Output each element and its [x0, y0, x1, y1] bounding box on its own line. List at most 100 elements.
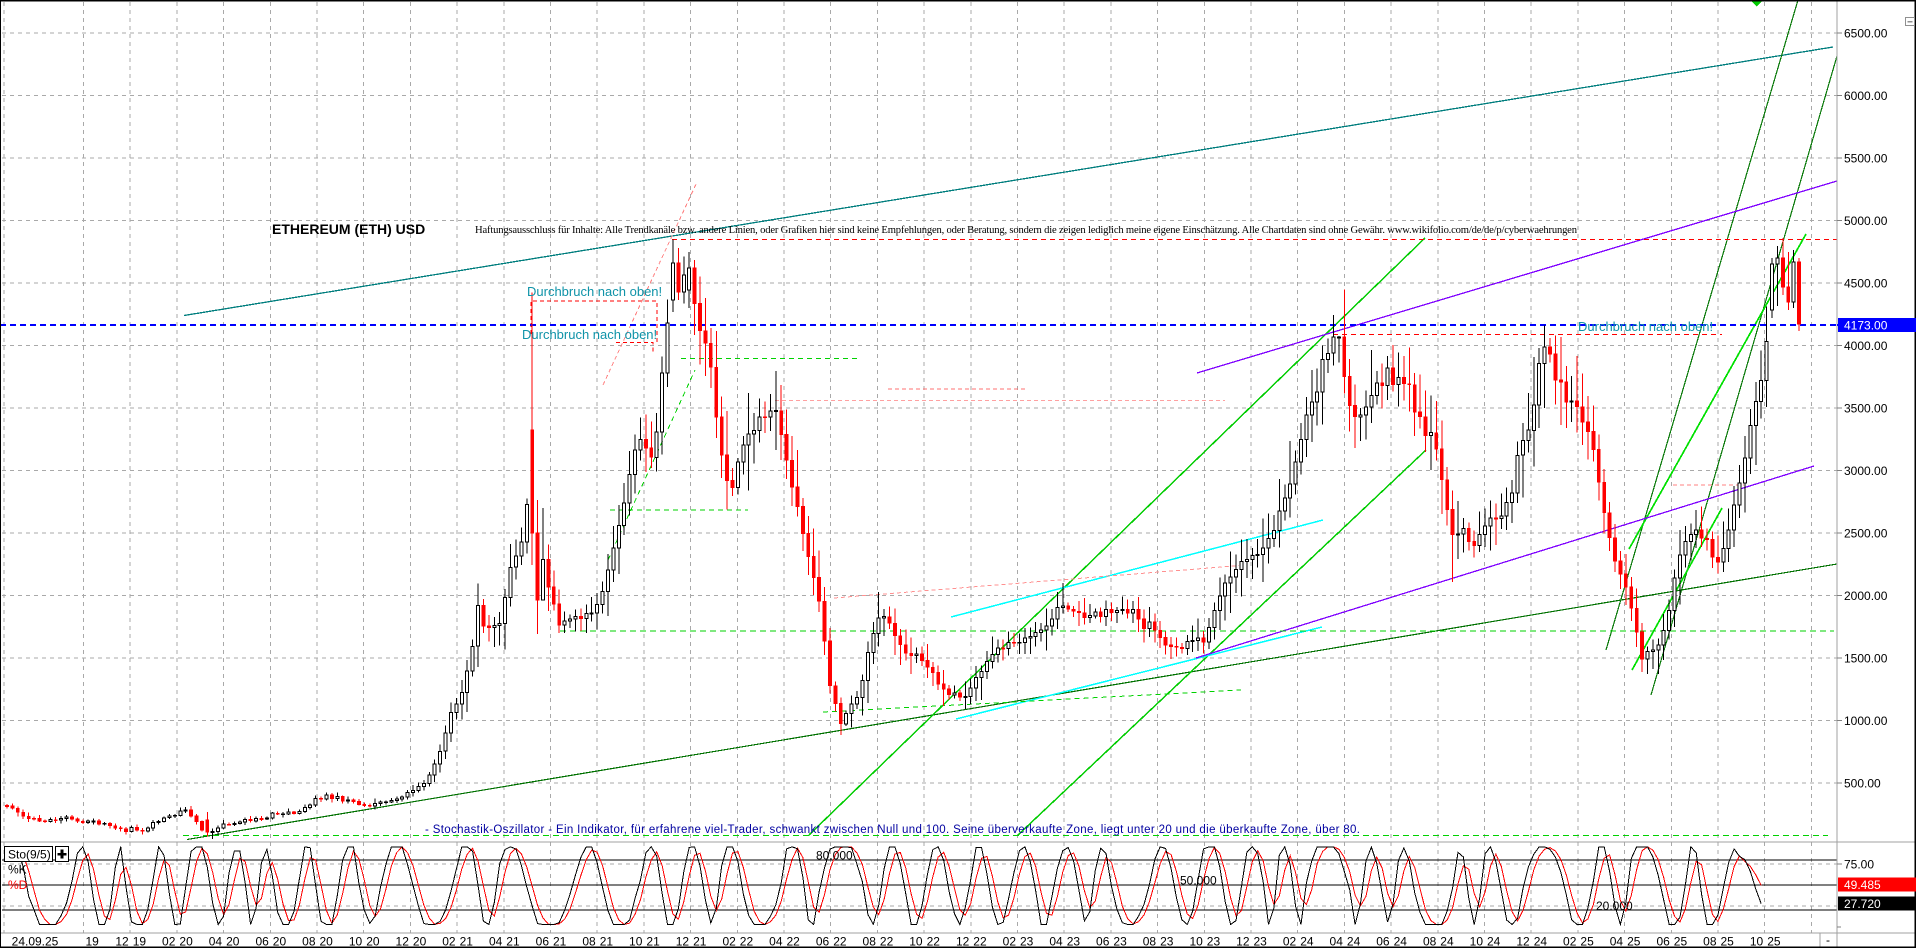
svg-text:4000.00: 4000.00	[1844, 339, 1888, 353]
svg-text:22: 22	[880, 935, 894, 948]
svg-text:20: 20	[273, 935, 287, 948]
svg-text:20: 20	[413, 935, 427, 948]
svg-text:08: 08	[582, 935, 596, 948]
svg-text:22: 22	[787, 935, 801, 948]
svg-text:ETHEREUM (ETH) USD: ETHEREUM (ETH) USD	[272, 221, 425, 237]
svg-text:24: 24	[1300, 935, 1314, 948]
svg-text:80.000: 80.000	[816, 849, 853, 863]
svg-text:06: 06	[1096, 935, 1110, 948]
svg-text:21: 21	[693, 935, 707, 948]
svg-text:12: 12	[396, 935, 410, 948]
svg-text:23: 23	[1020, 935, 1034, 948]
svg-text:08: 08	[302, 935, 316, 948]
svg-text:22: 22	[740, 935, 754, 948]
svg-text:3500.00: 3500.00	[1844, 402, 1888, 416]
svg-text:20: 20	[226, 935, 240, 948]
svg-text:12: 12	[1236, 935, 1250, 948]
svg-text:10: 10	[1750, 935, 1764, 948]
svg-text:04: 04	[1049, 935, 1063, 948]
svg-text:24: 24	[1394, 935, 1408, 948]
svg-text:23: 23	[1254, 935, 1268, 948]
svg-text:3000.00: 3000.00	[1844, 464, 1888, 478]
svg-text:19: 19	[86, 935, 100, 948]
svg-text:20: 20	[320, 935, 334, 948]
svg-text:06: 06	[816, 935, 830, 948]
svg-text:02: 02	[1563, 935, 1577, 948]
svg-text:Durchbruch nach oben!: Durchbruch nach oben!	[1578, 319, 1713, 334]
svg-text:04: 04	[209, 935, 223, 948]
svg-text:-: -	[1826, 933, 1830, 947]
svg-text:24.09.25: 24.09.25	[12, 935, 59, 948]
svg-text:21: 21	[646, 935, 660, 948]
svg-text:06: 06	[1376, 935, 1390, 948]
svg-text:50.000: 50.000	[1180, 874, 1217, 888]
svg-text:49.485: 49.485	[1844, 878, 1881, 892]
svg-text:20: 20	[366, 935, 380, 948]
svg-text:Durchbruch nach oben!: Durchbruch nach oben!	[522, 327, 657, 342]
svg-text:24: 24	[1534, 935, 1548, 948]
svg-text:25: 25	[1674, 935, 1688, 948]
svg-text:6000.00: 6000.00	[1844, 89, 1888, 103]
svg-text:20: 20	[179, 935, 193, 948]
svg-text:10: 10	[349, 935, 363, 948]
svg-text:12: 12	[676, 935, 690, 948]
svg-text:06: 06	[255, 935, 269, 948]
svg-text:1000.00: 1000.00	[1844, 714, 1888, 728]
svg-text:10: 10	[1470, 935, 1484, 948]
svg-text:Durchbruch nach oben!: Durchbruch nach oben!	[527, 284, 662, 299]
svg-text:- Stochastik-Oszillator - Ein: - Stochastik-Oszillator - Ein Indikator,…	[425, 824, 1360, 836]
svg-text:02: 02	[442, 935, 456, 948]
svg-text:2000.00: 2000.00	[1844, 589, 1888, 603]
svg-text:04: 04	[769, 935, 783, 948]
svg-text:21: 21	[460, 935, 474, 948]
svg-text:20.000: 20.000	[1596, 899, 1633, 913]
svg-text:22: 22	[927, 935, 941, 948]
svg-text:04: 04	[489, 935, 503, 948]
svg-text:04: 04	[1610, 935, 1624, 948]
svg-text:02: 02	[722, 935, 736, 948]
svg-text:22: 22	[973, 935, 987, 948]
svg-text:27.720: 27.720	[1844, 897, 1881, 911]
svg-text:25: 25	[1627, 935, 1641, 948]
svg-text:2500.00: 2500.00	[1844, 527, 1888, 541]
svg-text:08: 08	[1703, 935, 1717, 948]
svg-text:22: 22	[833, 935, 847, 948]
svg-text:1500.00: 1500.00	[1844, 652, 1888, 666]
svg-text:5000.00: 5000.00	[1844, 214, 1888, 228]
svg-text:21: 21	[506, 935, 520, 948]
svg-text:08: 08	[1423, 935, 1437, 948]
svg-text:25: 25	[1580, 935, 1594, 948]
svg-text:%K: %K	[8, 863, 27, 877]
svg-text:24: 24	[1347, 935, 1361, 948]
svg-text:06: 06	[536, 935, 550, 948]
svg-text:06: 06	[1656, 935, 1670, 948]
svg-text:5500.00: 5500.00	[1844, 152, 1888, 166]
svg-text:12: 12	[956, 935, 970, 948]
svg-text:08: 08	[863, 935, 877, 948]
svg-text:10: 10	[909, 935, 923, 948]
svg-text:4173.00: 4173.00	[1844, 319, 1888, 333]
svg-text:02: 02	[1003, 935, 1017, 948]
svg-text:02: 02	[1283, 935, 1297, 948]
svg-text:19: 19	[133, 935, 147, 948]
svg-text:08: 08	[1143, 935, 1157, 948]
svg-text:12: 12	[1516, 935, 1530, 948]
svg-text:24: 24	[1487, 935, 1501, 948]
svg-text:Sto(9/5): Sto(9/5)	[8, 848, 51, 862]
svg-text:10: 10	[1189, 935, 1203, 948]
svg-text:24: 24	[1440, 935, 1454, 948]
svg-text:12: 12	[115, 935, 129, 948]
svg-text:02: 02	[162, 935, 176, 948]
svg-text:23: 23	[1067, 935, 1081, 948]
svg-text:4500.00: 4500.00	[1844, 277, 1888, 291]
svg-text:Haftungsausschluss für Inhalte: Haftungsausschluss für Inhalte: Alle Tre…	[475, 225, 1578, 236]
svg-text:6500.00: 6500.00	[1844, 27, 1888, 41]
svg-text:500.00: 500.00	[1844, 777, 1881, 791]
svg-text:21: 21	[553, 935, 567, 948]
svg-text:23: 23	[1207, 935, 1221, 948]
svg-text:25: 25	[1767, 935, 1781, 948]
svg-text:23: 23	[1160, 935, 1174, 948]
svg-text:10: 10	[629, 935, 643, 948]
svg-text:23: 23	[1113, 935, 1127, 948]
svg-text:04: 04	[1330, 935, 1344, 948]
